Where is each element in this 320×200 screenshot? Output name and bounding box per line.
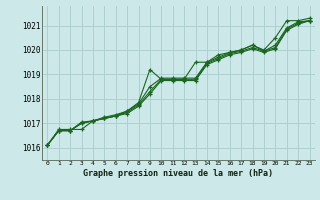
X-axis label: Graphe pression niveau de la mer (hPa): Graphe pression niveau de la mer (hPa) <box>84 169 273 178</box>
